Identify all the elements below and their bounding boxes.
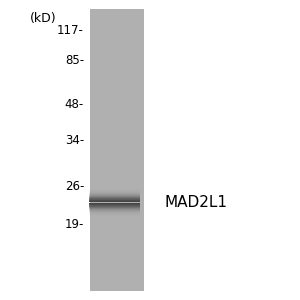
Bar xyxy=(88,215,140,216)
Text: 117-: 117- xyxy=(57,23,84,37)
Bar xyxy=(88,194,140,195)
Text: MAD2L1: MAD2L1 xyxy=(165,195,228,210)
Bar xyxy=(88,213,140,214)
Bar xyxy=(88,210,140,211)
Bar xyxy=(88,206,140,207)
Text: 19-: 19- xyxy=(64,218,84,232)
Text: 26-: 26- xyxy=(64,179,84,193)
Bar xyxy=(88,188,140,189)
Bar xyxy=(88,211,140,212)
Bar xyxy=(88,201,140,202)
Bar xyxy=(88,208,140,209)
Text: 34-: 34- xyxy=(65,134,84,148)
Bar xyxy=(88,216,140,217)
Bar xyxy=(88,203,140,204)
Bar xyxy=(88,199,140,200)
Bar xyxy=(88,196,140,197)
Bar xyxy=(88,202,140,203)
Bar xyxy=(88,198,140,199)
Bar xyxy=(88,214,140,215)
Bar xyxy=(88,212,140,213)
Bar xyxy=(88,196,140,197)
Bar xyxy=(88,200,140,201)
Bar xyxy=(88,204,140,205)
Bar xyxy=(88,189,140,190)
Text: 85-: 85- xyxy=(65,53,84,67)
Bar xyxy=(88,205,140,206)
Bar xyxy=(88,197,140,198)
Bar xyxy=(88,192,140,193)
Bar xyxy=(88,202,140,203)
Bar xyxy=(88,191,140,192)
Bar xyxy=(88,207,140,208)
Text: (kD): (kD) xyxy=(30,12,57,25)
Bar xyxy=(90,9,144,291)
Bar xyxy=(88,209,140,210)
Bar xyxy=(88,190,140,191)
Bar xyxy=(88,195,140,196)
Text: 48-: 48- xyxy=(65,98,84,112)
Bar xyxy=(88,193,140,194)
